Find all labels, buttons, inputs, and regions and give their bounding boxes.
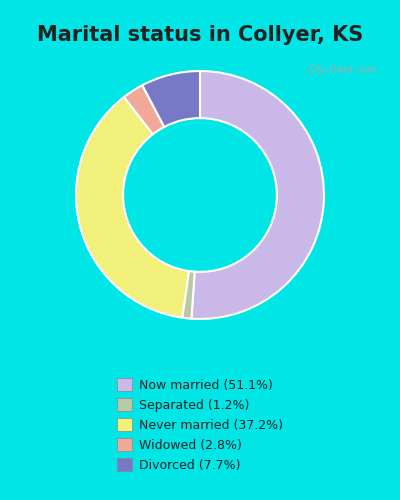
Text: Marital status in Collyer, KS: Marital status in Collyer, KS — [37, 25, 363, 45]
Wedge shape — [182, 271, 195, 318]
Wedge shape — [76, 97, 189, 318]
Wedge shape — [192, 71, 324, 319]
Legend: Now married (51.1%), Separated (1.2%), Never married (37.2%), Widowed (2.8%), Di: Now married (51.1%), Separated (1.2%), N… — [117, 378, 283, 472]
Text: City-Data.com: City-Data.com — [307, 65, 377, 75]
Wedge shape — [142, 71, 200, 127]
Wedge shape — [124, 85, 164, 134]
